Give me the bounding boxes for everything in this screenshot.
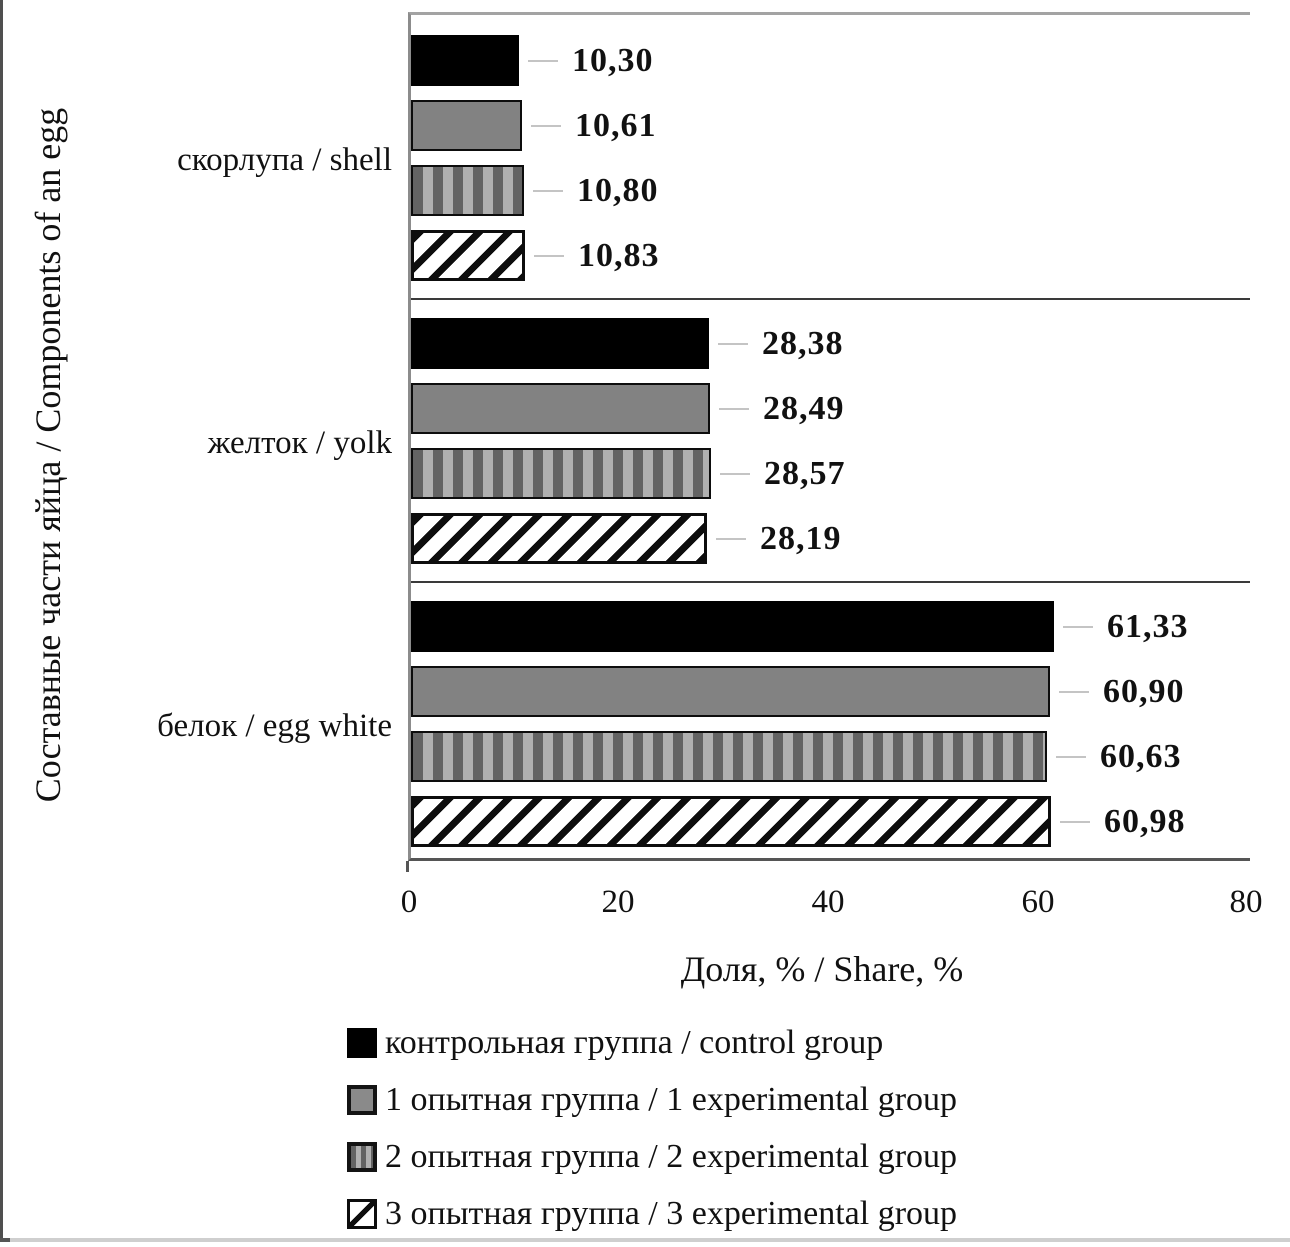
- value-label: 60,90: [1059, 666, 1185, 717]
- leader-line: [1059, 690, 1089, 693]
- value-text: 28,19: [760, 519, 842, 557]
- category-label-yolk: желток / yolk: [207, 425, 392, 461]
- value-label: 61,33: [1063, 601, 1189, 652]
- leader-line: [1063, 625, 1093, 628]
- bar-solid-gray: [411, 666, 1050, 717]
- bar-solid-gray: [411, 100, 522, 151]
- value-label: 28,38: [718, 318, 844, 369]
- legend-label: 2 опытная группа / 2 experimental group: [385, 1138, 958, 1175]
- group-separator: [411, 581, 1250, 583]
- value-label: 60,98: [1060, 796, 1186, 847]
- bar-diagonal-hatch: [411, 513, 707, 564]
- bar-solid-gray: [411, 383, 710, 434]
- legend-swatch-solid-gray: [347, 1085, 377, 1115]
- value-label: 60,63: [1056, 731, 1182, 782]
- figure-bottom-rule: [0, 1238, 1290, 1242]
- x-axis-title: Доля, % / Share, %: [680, 949, 964, 989]
- leader-line: [718, 342, 748, 345]
- x-tick-label: 0: [400, 884, 418, 920]
- x-axis-zero-tick: [406, 861, 409, 872]
- x-tick-label: 60: [1021, 884, 1055, 920]
- y-axis-title: Составные части яйца / Components of an …: [28, 107, 68, 803]
- value-text: 10,61: [575, 106, 657, 144]
- bar-vertical-stripes: [411, 165, 524, 216]
- x-tick-label: 80: [1229, 884, 1263, 920]
- group-separator: [411, 298, 1250, 300]
- bar-diagonal-hatch: [411, 796, 1051, 847]
- value-label: 10,61: [531, 100, 657, 151]
- bar-diagonal-hatch: [411, 230, 525, 281]
- value-label: 28,57: [720, 448, 846, 499]
- leader-line: [719, 407, 749, 410]
- leader-line: [534, 254, 564, 257]
- legend-item-experimental-group-1: 1 опытная группа / 1 experimental group: [347, 1081, 957, 1119]
- value-label: 28,49: [719, 383, 845, 434]
- value-text: 60,98: [1104, 802, 1186, 840]
- legend-item-control-group: контрольная группа / control group: [347, 1024, 883, 1062]
- x-tick-label: 40: [811, 884, 845, 920]
- legend-label: 3 опытная группа / 3 experimental group: [385, 1195, 958, 1232]
- value-text: 10,83: [578, 236, 660, 274]
- value-text: 60,63: [1100, 737, 1182, 775]
- legend-swatch-vertical-stripes: [347, 1142, 377, 1172]
- value-text: 28,57: [764, 454, 846, 492]
- figure-bottom-rule-dark-end: [0, 1238, 10, 1242]
- bar-vertical-stripes: [411, 731, 1047, 782]
- value-label: 10,83: [534, 230, 660, 281]
- figure-left-edge-line: [0, 0, 3, 1242]
- leader-line: [716, 537, 746, 540]
- value-text: 10,80: [577, 171, 659, 209]
- value-text: 61,33: [1107, 607, 1189, 645]
- legend-label: контрольная группа / control group: [385, 1024, 884, 1061]
- bar-solid-black: [411, 601, 1054, 652]
- legend-swatch-diagonal-hatch: [347, 1199, 377, 1229]
- plot-area: 10,30 10,61 10,80 10,83 28,38 28,49 28,57 28,19…: [408, 12, 1250, 861]
- value-label: 10,80: [533, 165, 659, 216]
- bar-solid-black: [411, 35, 519, 86]
- leader-line: [1056, 755, 1086, 758]
- leader-line: [531, 124, 561, 127]
- leader-line: [533, 189, 563, 192]
- leader-line: [528, 59, 558, 62]
- leader-line: [1060, 820, 1090, 823]
- value-text: 28,38: [762, 324, 844, 362]
- category-label-shell: скорлупа / shell: [177, 142, 392, 178]
- value-label: 28,19: [716, 513, 842, 564]
- x-tick-label: 20: [601, 884, 635, 920]
- value-text: 60,90: [1103, 672, 1185, 710]
- leader-line: [720, 472, 750, 475]
- legend-item-experimental-group-2: 2 опытная группа / 2 experimental group: [347, 1138, 957, 1176]
- category-label-egg-white: белок / egg white: [157, 708, 392, 744]
- bar-solid-black: [411, 318, 709, 369]
- legend-swatch-solid-black: [347, 1028, 377, 1058]
- legend-item-experimental-group-3: 3 опытная группа / 3 experimental group: [347, 1195, 957, 1233]
- legend-label: 1 опытная группа / 1 experimental group: [385, 1081, 958, 1118]
- value-label: 10,30: [528, 35, 654, 86]
- value-text: 10,30: [572, 41, 654, 79]
- value-text: 28,49: [763, 389, 845, 427]
- bar-vertical-stripes: [411, 448, 711, 499]
